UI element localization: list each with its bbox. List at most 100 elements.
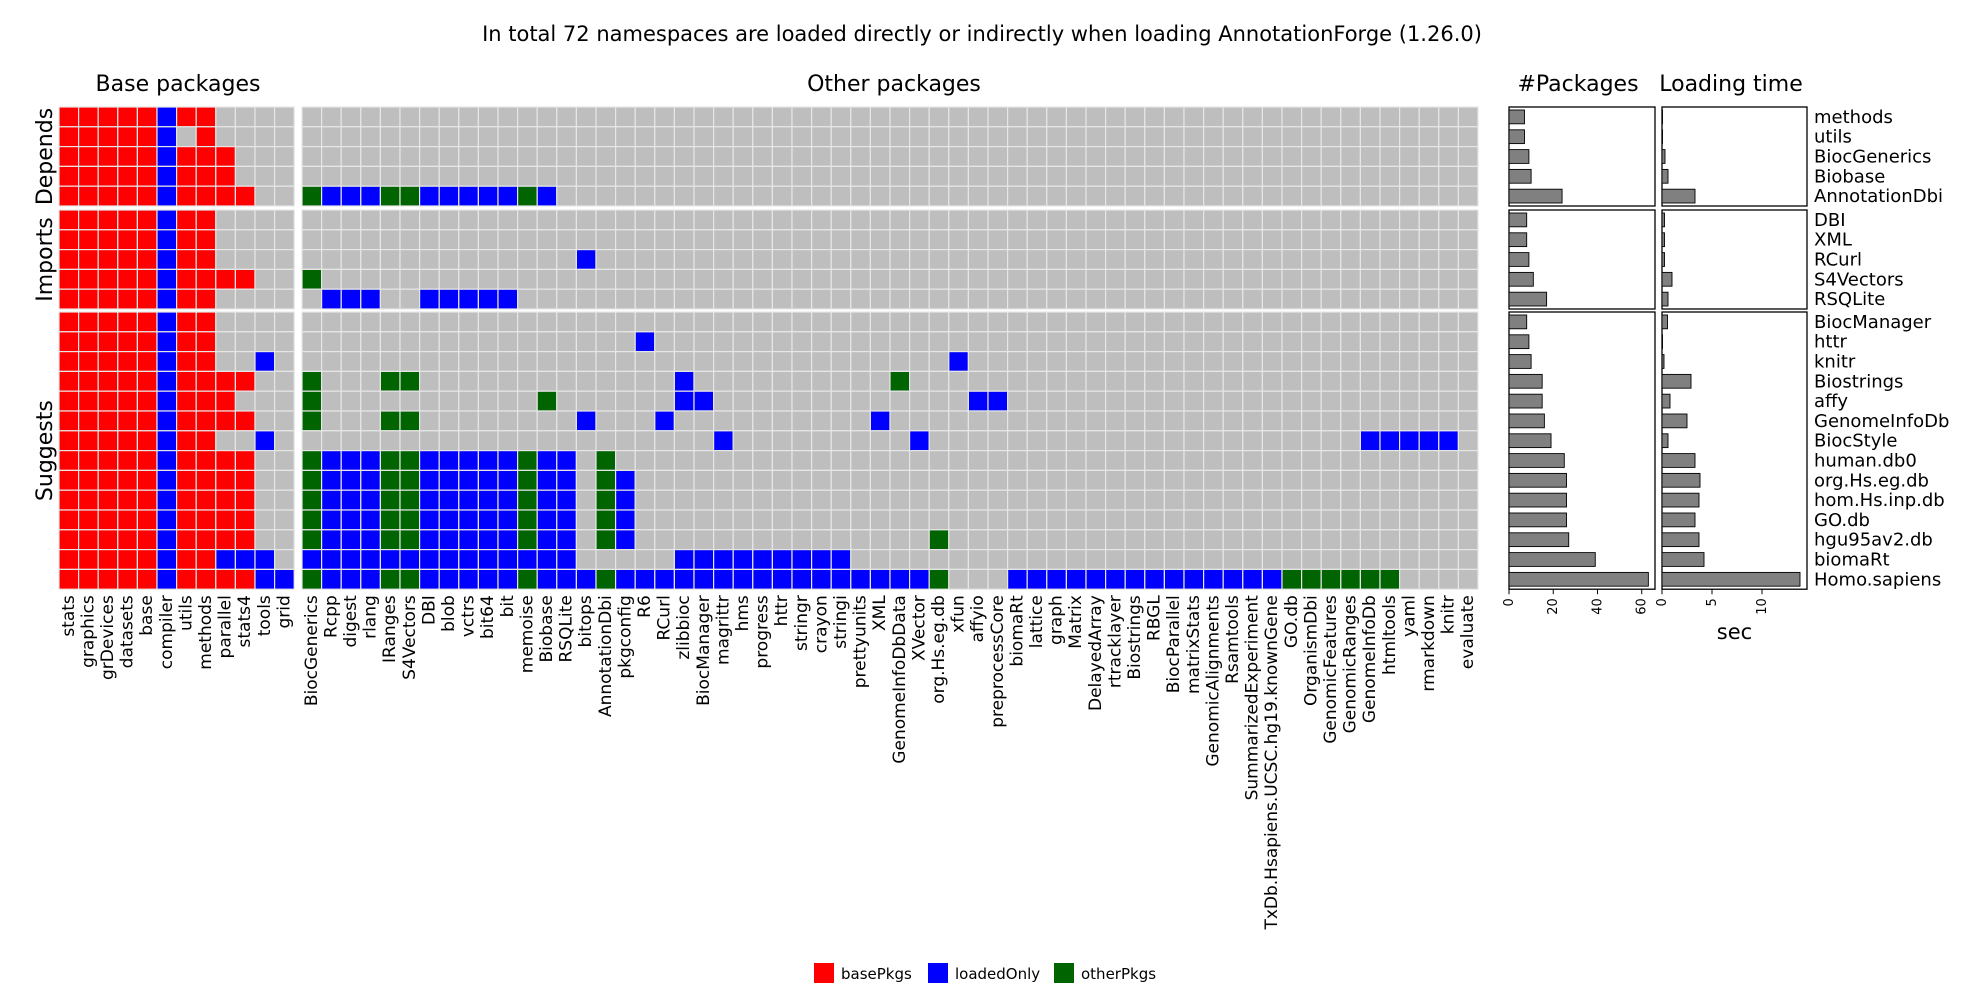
other-cell <box>752 509 773 531</box>
other-cell <box>1222 331 1244 353</box>
other-cell <box>928 410 950 432</box>
load-bar <box>1661 314 1668 330</box>
base-cell <box>215 126 237 148</box>
base-cell <box>234 288 256 310</box>
other-cell <box>1085 410 1107 432</box>
other-cell <box>732 469 754 491</box>
other-cell <box>1438 185 1460 207</box>
other-cell <box>1104 331 1126 353</box>
other-cell <box>1320 410 1342 432</box>
other-cell <box>771 146 793 168</box>
other-cell <box>516 229 538 251</box>
other-cell <box>1104 489 1126 511</box>
other-cell <box>673 469 695 491</box>
other-cell <box>399 410 421 432</box>
other-cell <box>791 509 813 531</box>
other-cell <box>830 106 852 128</box>
other-cell <box>654 430 675 452</box>
npkg-bar <box>1508 413 1545 429</box>
other-cell <box>1202 548 1224 570</box>
other-cell <box>732 410 754 432</box>
other-cell <box>419 430 440 452</box>
load-bar <box>1661 232 1665 248</box>
other-cell <box>1046 529 1068 551</box>
other-cell <box>1261 126 1283 148</box>
load-bar <box>1661 188 1696 204</box>
other-cell <box>1006 229 1028 251</box>
other-col-label: hms <box>733 595 753 631</box>
base-cell <box>215 311 237 333</box>
base-cell <box>234 568 256 590</box>
other-cell <box>693 209 715 231</box>
other-cell <box>1340 410 1362 432</box>
other-cell <box>379 410 401 432</box>
base-cell <box>234 106 256 128</box>
other-cell <box>732 548 754 570</box>
other-cell <box>1006 390 1028 412</box>
other-cell <box>791 331 813 353</box>
other-cell <box>1398 288 1420 310</box>
other-cell <box>1046 469 1068 491</box>
other-cell <box>321 469 342 491</box>
other-cell <box>771 351 793 373</box>
other-cell <box>1202 249 1224 271</box>
other-cell <box>301 469 323 491</box>
other-cell <box>1065 370 1087 392</box>
other-cell <box>399 489 421 511</box>
other-cell <box>360 509 381 531</box>
base-cell <box>215 489 237 511</box>
base-cell <box>215 331 237 353</box>
base-cell <box>117 410 139 432</box>
npkg-bar <box>1508 373 1543 389</box>
base-cell <box>215 229 237 251</box>
other-cell <box>732 529 754 551</box>
load-bar <box>1661 433 1669 449</box>
npkg-bar <box>1508 393 1543 409</box>
other-cell <box>752 390 773 412</box>
other-cell <box>1065 351 1087 373</box>
other-cell <box>1144 288 1166 310</box>
other-cell <box>1085 229 1107 251</box>
other-cell <box>810 185 832 207</box>
base-cell <box>97 209 119 231</box>
other-cell <box>1379 450 1401 472</box>
load-panel-frame-2 <box>1661 311 1808 590</box>
other-cell <box>1085 568 1107 590</box>
other-cell <box>516 568 538 590</box>
base-col-label: utils <box>176 595 196 631</box>
other-cell <box>928 106 950 128</box>
other-cell <box>1006 568 1028 590</box>
other-cell <box>1359 489 1381 511</box>
other-cell <box>1261 529 1283 551</box>
base-cell <box>274 229 295 251</box>
other-cell <box>1085 126 1107 148</box>
other-cell <box>673 209 695 231</box>
other-cell <box>1163 351 1185 373</box>
other-cell <box>1183 410 1205 432</box>
base-cell <box>97 450 119 472</box>
other-cell <box>1104 209 1126 231</box>
base-cell <box>176 165 197 187</box>
other-cell <box>1006 331 1028 353</box>
other-cell <box>1202 351 1224 373</box>
other-col-label: progress <box>753 595 773 669</box>
npkg-bar <box>1508 232 1528 248</box>
base-cell <box>274 209 295 231</box>
other-cell <box>928 351 950 373</box>
other-cell <box>967 568 989 590</box>
other-cell <box>321 370 342 392</box>
load-tick-label: 10 <box>1755 598 1770 615</box>
other-cell <box>1281 529 1303 551</box>
row-label: utils <box>1814 127 1852 148</box>
other-cell <box>477 249 499 271</box>
other-cell <box>1242 165 1264 187</box>
other-cell <box>419 268 440 290</box>
other-cell <box>301 529 323 551</box>
other-cell <box>654 165 675 187</box>
other-cell <box>732 370 754 392</box>
other-cell <box>536 390 558 412</box>
other-cell <box>771 489 793 511</box>
base-cell <box>215 370 237 392</box>
other-cell <box>1104 288 1126 310</box>
other-cell <box>869 106 891 128</box>
